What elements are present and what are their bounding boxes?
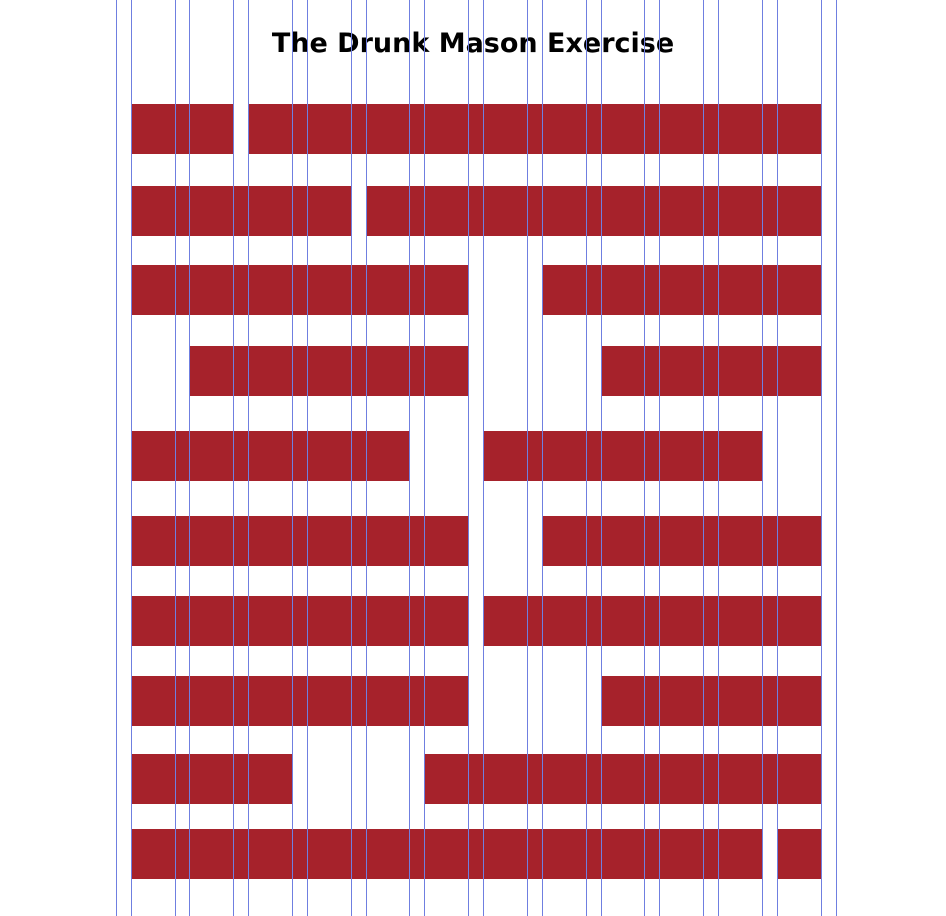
brick-row-10-brick-1 — [131, 829, 762, 879]
brick-row-3-brick-1 — [131, 265, 468, 315]
brick-row-1-brick-2 — [248, 104, 821, 154]
brick-row-6-brick-1 — [131, 516, 468, 566]
brick-row-2-brick-2 — [366, 186, 821, 236]
brick-row-10-brick-2 — [777, 829, 821, 879]
brick-row-10 — [131, 829, 821, 879]
brick-row-1 — [131, 104, 821, 154]
brick-row-9-brick-2 — [424, 754, 821, 804]
brick-row-5 — [131, 431, 762, 481]
brick-row-4 — [189, 346, 821, 396]
brick-row-8-brick-1 — [131, 676, 468, 726]
brick-row-4-brick-1 — [189, 346, 468, 396]
brick-row-8 — [131, 676, 821, 726]
brick-row-9-brick-1 — [131, 754, 292, 804]
brick-row-5-brick-2 — [483, 431, 762, 481]
bricks-layer — [131, 104, 821, 879]
brick-row-3-brick-2 — [542, 265, 821, 315]
brick-row-9 — [131, 754, 821, 804]
brick-row-2-brick-1 — [131, 186, 351, 236]
brick-row-7-brick-1 — [131, 596, 468, 646]
brick-row-5-brick-1 — [131, 431, 409, 481]
brick-row-2 — [131, 186, 821, 236]
brick-row-6 — [131, 516, 821, 566]
brick-row-7-brick-2 — [483, 596, 821, 646]
page-title: The Drunk Mason Exercise — [271, 28, 675, 59]
guides-layer — [116, 0, 837, 916]
brick-row-1-brick-1 — [131, 104, 233, 154]
brick-row-6-brick-2 — [542, 516, 821, 566]
brick-row-8-brick-2 — [601, 676, 821, 726]
brick-row-7 — [131, 596, 821, 646]
brick-row-4-brick-2 — [601, 346, 821, 396]
brick-row-3 — [131, 265, 821, 315]
